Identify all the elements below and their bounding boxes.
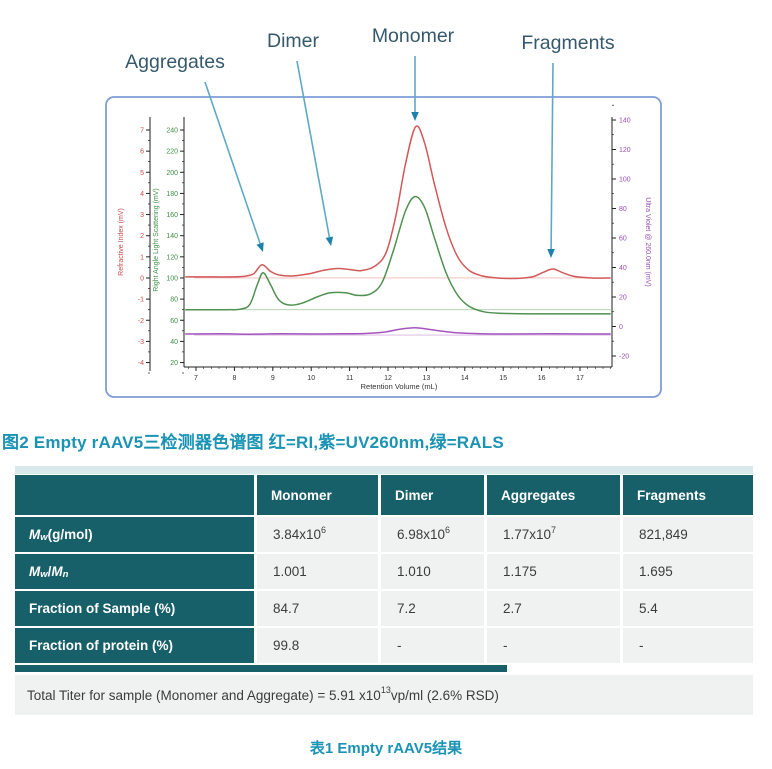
svg-text:180: 180 (166, 191, 178, 198)
table-cell: 3.84x10 6 (257, 517, 378, 552)
svg-text:100: 100 (166, 275, 178, 282)
svg-text:2: 2 (140, 233, 144, 240)
table-header-cell-dimer: Dimer (381, 475, 484, 515)
svg-text:1: 1 (140, 254, 144, 261)
RI-curve (185, 125, 611, 280)
svg-text:40: 40 (170, 339, 178, 346)
svg-text:7: 7 (194, 375, 198, 382)
table-cell: - (381, 628, 484, 663)
svg-text:140: 140 (619, 118, 631, 125)
svg-text:Ultra Violet @ 260.0nm (mV): Ultra Violet @ 260.0nm (mV) (644, 197, 651, 286)
table-cell: 1.001 (257, 554, 378, 589)
ri-axis: 7 6 5 4 3 2 1 0 -1 -2 -3 -4 Refractive Index (mV) (118, 117, 151, 374)
svg-text:16: 16 (538, 375, 546, 382)
svg-text:17: 17 (576, 375, 584, 382)
svg-text:8: 8 (232, 375, 236, 382)
svg-text:Aggregates: Aggregates (125, 51, 225, 73)
svg-text:-2: -2 (138, 318, 144, 325)
svg-text:Retention Volume (mL): Retention Volume (mL) (361, 382, 438, 391)
svg-text:7: 7 (140, 128, 144, 135)
svg-text:20: 20 (619, 295, 627, 302)
svg-text:15: 15 (499, 375, 507, 382)
svg-text:-20: -20 (619, 354, 629, 361)
chromatogram-figure: 7 6 5 4 3 2 1 0 -1 -2 -3 -4 Refractive Index (mV) 240… (105, 25, 662, 398)
svg-text:60: 60 (170, 318, 178, 325)
svg-text:-3: -3 (138, 339, 144, 346)
UV260nm-curve (185, 326, 611, 335)
annotation-aggregates: Aggregates (125, 51, 264, 252)
table-cell: 6.98x10 6 (381, 517, 484, 552)
svg-text:14: 14 (461, 375, 469, 382)
table-cell: - (623, 628, 753, 663)
svg-text:Right Angle Light Scattering (: Right Angle Light Scattering (mV) (153, 188, 160, 292)
svg-text:13: 13 (423, 375, 431, 382)
svg-text:60: 60 (619, 236, 627, 243)
svg-text:0: 0 (619, 324, 623, 331)
svg-text:120: 120 (166, 254, 178, 261)
table-cell: 84.7 (257, 591, 378, 626)
svg-text:Monomer: Monomer (372, 25, 455, 47)
table-bottom-bar (15, 665, 507, 672)
table-cell: 99.8 (257, 628, 378, 663)
svg-text:4: 4 (140, 191, 144, 198)
svg-text:140: 140 (166, 233, 178, 240)
chart-frame (105, 96, 662, 398)
table-cell: - (487, 628, 620, 663)
table-header-cell-empty (15, 475, 254, 515)
svg-text:Refractive Index (mV): Refractive Index (mV) (118, 208, 125, 276)
svg-text:80: 80 (619, 206, 627, 213)
svg-text:80: 80 (170, 297, 178, 304)
table-cell: 7.2 (381, 591, 484, 626)
svg-text:-4: -4 (138, 360, 144, 367)
table-row-label: Fraction of Sample (%) (15, 591, 254, 626)
svg-text:3: 3 (140, 212, 144, 219)
table-cell: 1.175 (487, 554, 620, 589)
svg-text:240: 240 (166, 128, 178, 135)
svg-text:10: 10 (307, 375, 315, 382)
table-cell: 5.4 (623, 591, 753, 626)
table-cell: 821,849 (623, 517, 753, 552)
figure-caption: 图2 Empty rAAV5三检测器色谱图 红=RI,紫=UV260nm,绿=R… (2, 433, 504, 452)
table-row-label: Fraction of protein (%) (15, 628, 254, 663)
annotation-dimer: Dimer (267, 30, 334, 246)
table-footer-total-titer: Total Titer for sample (Monomer and Aggr… (15, 675, 753, 715)
svg-text:6: 6 (140, 149, 144, 156)
uv-axis: 140 120 100 80 60 40 20 0 -20 Ultra Violet @ 260.… (611, 104, 651, 367)
svg-text:120: 120 (619, 147, 631, 154)
svg-text:200: 200 (166, 170, 178, 177)
annotation-fragments: Fragments (521, 32, 615, 258)
svg-text:40: 40 (619, 265, 627, 272)
table-top-strip (15, 466, 753, 474)
table-cell: 2.7 (487, 591, 620, 626)
svg-text:5: 5 (140, 170, 144, 177)
svg-text:20: 20 (170, 360, 178, 367)
svg-text:12: 12 (384, 375, 392, 382)
rals-axis: 240 220 200 180 160 140 120 100 80 60 40 20 Right An… (153, 117, 185, 374)
svg-text:Dimer: Dimer (267, 30, 320, 52)
annotation-monomer: Monomer (372, 25, 455, 121)
RALS-curve (185, 195, 611, 315)
table-header-cell-aggregates: Aggregates (487, 475, 620, 515)
svg-text:11: 11 (346, 375, 353, 382)
table-caption: 表1 Empty rAAV5结果 (309, 740, 463, 757)
svg-text:Fragments: Fragments (521, 32, 614, 54)
table-header-cell-monomer: Monomer (257, 475, 378, 515)
svg-text:-1: -1 (138, 297, 144, 304)
table-cell: 1.77x10 7 (487, 517, 620, 552)
svg-text:9: 9 (271, 375, 275, 382)
svg-text:0: 0 (140, 275, 144, 282)
svg-text:100: 100 (619, 177, 631, 184)
table-header-cell-fragments: Fragments (623, 475, 753, 515)
svg-text:220: 220 (166, 149, 178, 156)
table-cell: 1.010 (381, 554, 484, 589)
table-cell: 1.695 (623, 554, 753, 589)
x-axis: 7 8 9 10 11 12 13 14 15 16 17 Retention Volume (mL) (184, 366, 612, 391)
svg-text:160: 160 (166, 212, 178, 219)
